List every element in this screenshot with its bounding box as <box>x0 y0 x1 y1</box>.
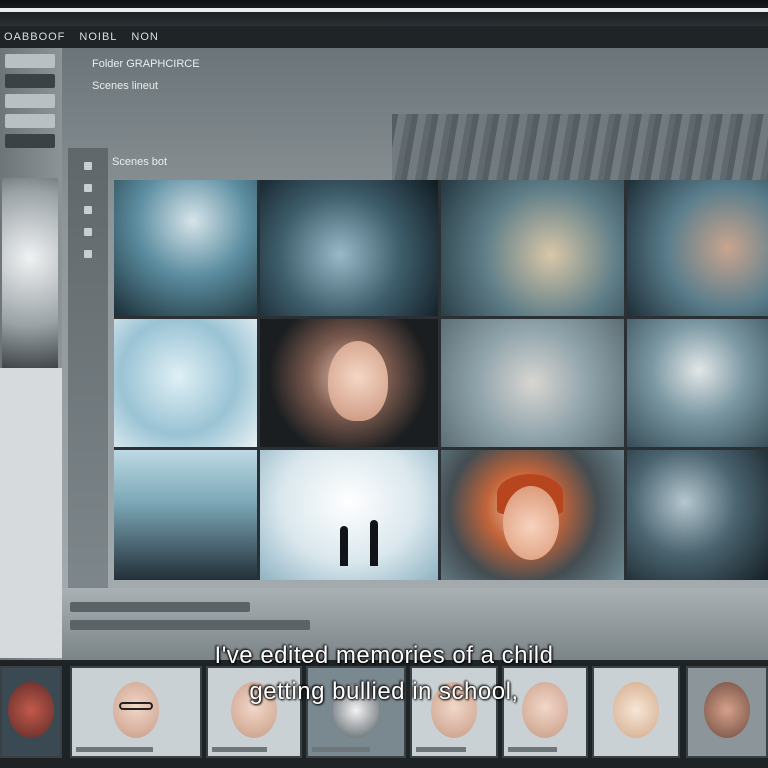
face-image <box>328 341 388 421</box>
clip-thumbnail[interactable] <box>627 450 768 580</box>
tool-button[interactable] <box>5 74 55 88</box>
clip-thumbnail[interactable] <box>260 450 438 580</box>
menu-item-2[interactable]: NOIBL <box>79 31 117 43</box>
clip-thumbnail[interactable] <box>441 180 624 316</box>
clip-thumbnail[interactable] <box>627 180 768 316</box>
toolbar-icon[interactable] <box>84 250 92 258</box>
menu-item-3[interactable]: NON <box>131 31 158 43</box>
tool-button[interactable] <box>5 54 55 68</box>
frame-label <box>212 747 267 752</box>
toolbar-icon[interactable] <box>84 206 92 214</box>
tools-panel <box>0 48 62 660</box>
subtitle-line-2: getting bullied in school, <box>0 674 768 710</box>
timeline-label <box>70 620 310 630</box>
tool-button[interactable] <box>5 94 55 108</box>
video-subtitle: I've edited memories of a child getting … <box>0 638 768 710</box>
menu-item-1[interactable]: OABBOOF <box>4 31 65 43</box>
header-line-1: Folder GRAPHCIRCE <box>92 58 200 74</box>
clip-thumbnail[interactable] <box>114 180 257 316</box>
frame-label <box>76 747 153 752</box>
clip-thumbnail[interactable] <box>260 180 438 316</box>
frame-label <box>312 747 370 752</box>
face-image <box>503 486 559 560</box>
clip-thumbnail[interactable] <box>441 319 624 447</box>
tool-button[interactable] <box>5 134 55 148</box>
silhouette-figure <box>340 526 348 566</box>
preview-thumbnail <box>2 178 58 378</box>
toolbar-icon[interactable] <box>84 228 92 236</box>
toolbar-icon[interactable] <box>84 184 92 192</box>
clip-thumbnail[interactable] <box>627 319 768 447</box>
vertical-toolbar <box>68 148 108 598</box>
memory-clip-grid <box>114 180 768 580</box>
titlebar-highlight <box>0 8 768 12</box>
silhouette-figure <box>370 520 378 566</box>
frame-label <box>508 747 557 752</box>
background-curtain <box>392 114 768 180</box>
tool-button[interactable] <box>5 114 55 128</box>
menu-bar: OABBOOF NOIBL NON <box>0 26 768 48</box>
blank-panel <box>0 368 62 658</box>
timeline-label <box>70 602 250 612</box>
header-line-2: Scenes lineut <box>92 80 158 96</box>
header-line-3: Scenes bot <box>112 156 167 172</box>
frame-label <box>416 747 466 752</box>
clip-thumbnail[interactable] <box>114 450 257 580</box>
clip-thumbnail[interactable] <box>260 319 438 447</box>
clip-thumbnail[interactable] <box>441 450 624 580</box>
window-titlebar <box>0 0 768 26</box>
toolbar-icon[interactable] <box>84 162 92 170</box>
clip-thumbnail[interactable] <box>114 319 257 447</box>
subtitle-line-1: I've edited memories of a child <box>0 638 768 674</box>
